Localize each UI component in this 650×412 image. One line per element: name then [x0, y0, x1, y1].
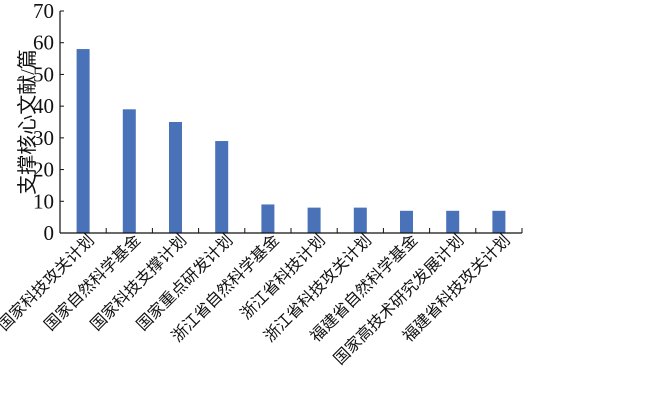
bar-5 — [307, 207, 321, 233]
y-tick-label: 70 — [33, 0, 54, 23]
x-tick-label: 浙江省科技计划 — [237, 231, 329, 323]
bar-1 — [122, 109, 136, 233]
y-tick-label: 10 — [33, 189, 54, 213]
y-tick-label: 50 — [33, 62, 54, 86]
bar-4 — [261, 204, 275, 233]
y-tick-label: 20 — [33, 158, 54, 182]
y-tick-label: 30 — [33, 126, 54, 150]
bar-3 — [215, 141, 229, 233]
bar-8 — [446, 210, 460, 233]
y-tick-label: 60 — [33, 31, 54, 55]
bar-7 — [400, 210, 413, 233]
y-tick-label: 40 — [33, 94, 54, 118]
y-tick-label: 0 — [44, 221, 55, 245]
bar-6 — [353, 207, 367, 233]
bar-0 — [76, 49, 90, 233]
bar-2 — [169, 122, 182, 233]
y-axis-label: 支撑核心文献/篇 — [16, 49, 39, 195]
bar-9 — [492, 210, 506, 233]
